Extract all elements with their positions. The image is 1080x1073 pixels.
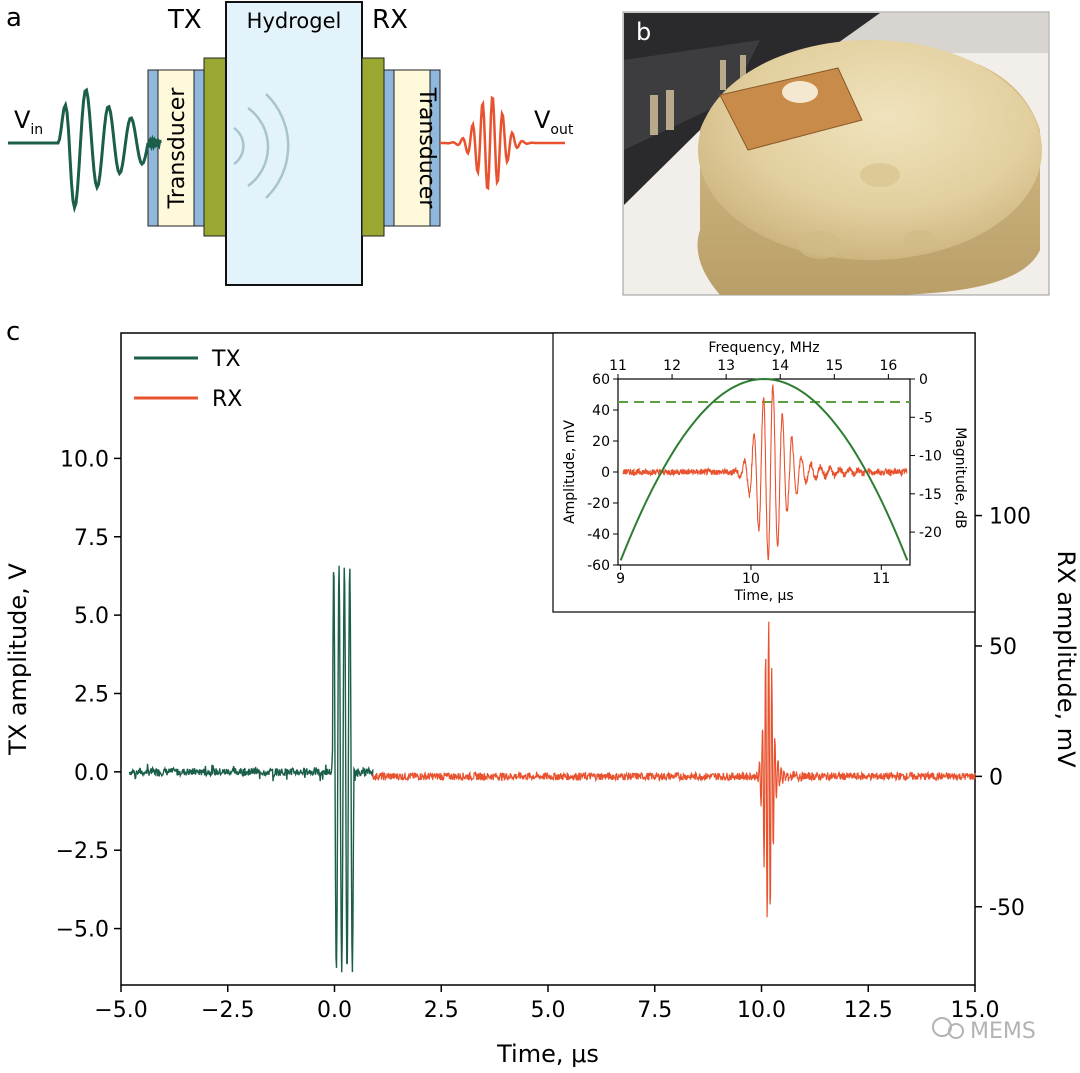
inset-x-top-tick-label: 16 (879, 358, 897, 374)
main-legend: TX RX (134, 347, 242, 412)
main-x-axis-label: Time, μs (496, 1040, 599, 1068)
y-left-tick-label: 5.0 (74, 604, 109, 629)
panel-b-label: b (636, 18, 651, 46)
y-left-tick-label: −5.0 (56, 918, 109, 943)
x-tick-label: 15.0 (951, 998, 1000, 1023)
inset-y-right-ticks: 0 -5 -10 -15 -20 (910, 372, 942, 541)
inset-y-right-axis-label: Magnitude, dB (952, 427, 968, 529)
panel-a-schematic: a TX RX Transducer Hydrogel Transducer V… (6, 1, 574, 286)
x-tick-label: 0.0 (317, 998, 352, 1023)
inset-y-left-tick-label: -20 (587, 496, 610, 512)
main-y-left-axis-label: TX amplitude, V (4, 563, 32, 756)
tx-label: TX (167, 5, 202, 35)
left-matching-layer (193, 69, 205, 227)
panel-c-chart: c −5.0 −2.5 0.0 2.5 5.0 7.5 10.0 12.5 15.0 10.0 7… (4, 317, 1080, 1068)
inset-x-top-tick-label: 15 (825, 358, 843, 374)
connector-pins (650, 55, 746, 135)
y-left-tick-label: 7.5 (74, 526, 109, 551)
wechat-icon-second-bubble (948, 1023, 964, 1039)
inset-x-ticks: 9 10 11 (616, 565, 890, 587)
inset-y-right-tick-label: -15 (919, 487, 942, 503)
inset-y-left-tick-label: -60 (587, 558, 610, 574)
inset-y-right-tick-label: -5 (919, 410, 933, 426)
right-matching-layer (383, 69, 395, 227)
legend-label-rx: RX (212, 387, 242, 412)
acoustic-wave-arcs (233, 93, 290, 199)
hydrogel-block (225, 1, 363, 286)
inset-y-left-ticks: 60 40 20 0 -20 -40 -60 (587, 372, 618, 574)
inset-y-right-tick-label: -10 (919, 449, 942, 465)
panel-c-label: c (6, 317, 20, 347)
vin-waveform (8, 87, 162, 214)
vin-label: Vin (14, 106, 43, 138)
inset-x-tick-label: 10 (742, 571, 760, 587)
vout-waveform (440, 95, 565, 191)
y-right-tick-label: -50 (989, 896, 1025, 921)
transducer-pad (782, 81, 818, 103)
watermark: MEMS (932, 1017, 1036, 1044)
y-left-tick-label: 0.0 (74, 761, 109, 786)
inset-y-left-tick-label: 0 (601, 465, 610, 481)
legend-label-tx: TX (211, 347, 241, 372)
inset-top-axis-label: Frequency, MHz (708, 340, 819, 356)
bubble (904, 230, 936, 250)
inset-spectrum-line (619, 377, 909, 561)
y-left-tick-label: 10.0 (60, 447, 109, 472)
wave-arc (247, 106, 270, 188)
rx-series-line (372, 621, 976, 918)
x-tick-label: −5.0 (94, 998, 147, 1023)
inset-x-axis-label: Time, μs (733, 588, 793, 604)
y-right-tick-label: 50 (989, 635, 1017, 660)
watermark-text: MEMS (970, 1019, 1036, 1044)
y-left-tick-label: 2.5 (74, 682, 109, 707)
main-y-left-ticks: 10.0 7.5 5.0 2.5 0.0 −2.5 −5.0 (56, 447, 121, 943)
tx-series-line (128, 565, 374, 973)
y-right-tick-label: 0 (989, 765, 1003, 790)
main-x-ticks: −5.0 −2.5 0.0 2.5 5.0 7.5 10.0 12.5 15.0 (94, 985, 999, 1023)
wave-arc (265, 93, 290, 199)
main-y-right-ticks: 100 50 0 -50 (975, 505, 1031, 921)
inset-x-top-ticks: 11 12 13 14 15 16 (609, 358, 897, 379)
right-electrode (361, 57, 385, 237)
inset-x-tick-label: 11 (872, 571, 890, 587)
x-tick-label: −2.5 (201, 998, 254, 1023)
bubble (860, 163, 900, 187)
inset-x-top-tick-label: 11 (609, 358, 627, 374)
left-transducer-label: Transducer (165, 87, 190, 210)
inset-x-tick-label: 9 (616, 571, 625, 587)
inset-y-right-tick-label: -20 (919, 525, 942, 541)
panel-a-label: a (6, 3, 22, 33)
main-y-right-axis-label: RX amplitude, mV (1052, 550, 1080, 768)
wechat-icon (932, 1017, 952, 1037)
vout-label: Vout (534, 106, 574, 138)
inset-y-left-tick-label: 60 (592, 372, 610, 388)
right-transducer-label: Transducer (414, 87, 439, 210)
x-tick-label: 10.0 (737, 998, 786, 1023)
inset-y-right-tick-label: 0 (919, 372, 928, 388)
inset-x-top-tick-label: 14 (771, 358, 789, 374)
inset-y-left-tick-label: 20 (592, 434, 610, 450)
inset-x-top-tick-label: 13 (717, 358, 735, 374)
y-right-tick-label: 100 (989, 505, 1031, 530)
inset-y-left-tick-label: -40 (587, 527, 610, 543)
bubble (798, 231, 842, 259)
inset-chart: 9 10 11 11 12 13 14 15 16 60 40 20 0 -20 -40 -60 0 -5 -… (552, 332, 976, 613)
panel-b-photo: b (622, 11, 1050, 296)
right-backing-layer (429, 69, 441, 227)
inset-rx-burst-line (622, 384, 908, 561)
x-tick-label: 2.5 (424, 998, 459, 1023)
inset-x-top-tick-label: 12 (663, 358, 681, 374)
x-tick-label: 12.5 (844, 998, 893, 1023)
x-tick-label: 7.5 (637, 998, 672, 1023)
inset-y-left-tick-label: 40 (592, 403, 610, 419)
rx-label: RX (372, 5, 408, 35)
left-electrode (203, 57, 227, 237)
hydrogel-label: Hydrogel (247, 9, 342, 33)
wave-arc (233, 126, 245, 166)
x-tick-label: 5.0 (531, 998, 566, 1023)
inset-y-left-axis-label: Amplitude, mV (562, 420, 578, 524)
flex-transducer-film (719, 67, 863, 151)
y-left-tick-label: −2.5 (56, 839, 109, 864)
